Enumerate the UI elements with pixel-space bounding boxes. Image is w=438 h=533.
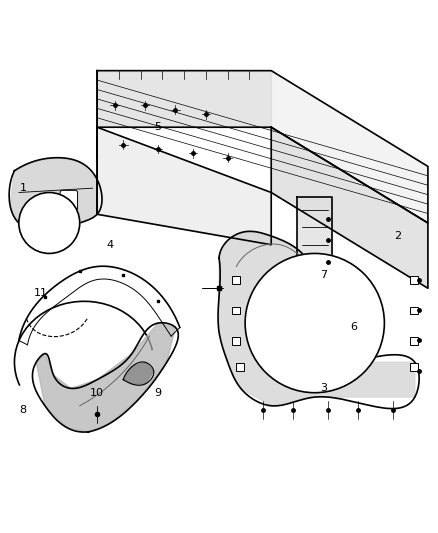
Text: 11: 11 [34,288,48,297]
Bar [410,363,418,371]
Bar [232,337,240,345]
Bar [410,337,418,345]
Text: 7: 7 [320,270,327,280]
Text: 10: 10 [90,387,104,398]
Text: 2: 2 [394,231,401,241]
Bar [410,306,418,314]
Polygon shape [219,232,415,406]
Text: 5: 5 [155,122,162,132]
Polygon shape [123,362,154,384]
Bar [410,276,418,284]
Polygon shape [97,71,428,223]
Text: 8: 8 [20,405,27,415]
FancyBboxPatch shape [60,190,78,212]
Bar [232,276,240,284]
Text: 4: 4 [106,240,114,250]
Text: 6: 6 [350,322,357,333]
Circle shape [19,192,80,254]
Polygon shape [97,127,271,245]
Bar [232,306,240,314]
Polygon shape [271,127,428,288]
Circle shape [245,254,385,393]
Text: 9: 9 [155,387,162,398]
Text: 1: 1 [20,183,27,193]
Polygon shape [97,71,271,127]
Text: 3: 3 [320,383,327,393]
Polygon shape [36,323,176,432]
Polygon shape [297,197,332,266]
Bar [237,363,244,371]
Polygon shape [10,158,97,232]
